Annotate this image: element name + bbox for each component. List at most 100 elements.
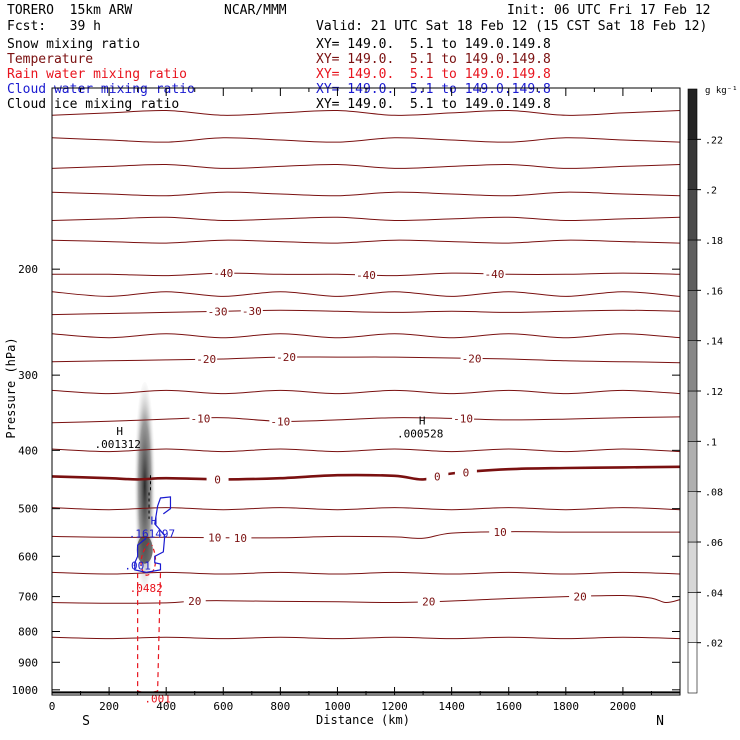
contour-label: 20 [422, 596, 435, 609]
y-tick-label: 300 [18, 369, 38, 382]
x-end-left: S [82, 714, 90, 729]
temperature-contour [51, 291, 681, 297]
contour-label: 20 [188, 595, 201, 608]
contour-label-bg [483, 268, 506, 281]
colorbar-cell [687, 88, 698, 140]
fcst-label: Fcst: 39 h [7, 19, 101, 34]
contour-label: 20 [573, 590, 586, 603]
colorbar-tick-label: .04 [705, 588, 723, 599]
legend-label: Cloud ice mixing ratio [7, 97, 180, 112]
upper-temperature-contour [51, 163, 681, 169]
contour-label-bg [454, 466, 477, 479]
contour-label: 10 [208, 532, 221, 545]
contour-label-bg [229, 531, 252, 544]
colorbar-tick-label: .06 [705, 538, 723, 549]
contour-label-bg [355, 268, 377, 281]
contour-label: -40 [213, 267, 233, 280]
x-tick-label: 1200 [381, 700, 408, 713]
colorbar-tick-label: .22 [705, 135, 723, 146]
contour-label-bg [460, 352, 483, 365]
x-end-right: N [656, 714, 664, 729]
contour-label: -20 [276, 351, 296, 364]
x-tick-label: 800 [270, 700, 290, 713]
max-value-label: .001 [124, 559, 151, 572]
upper-temperature-contour [51, 216, 681, 222]
contour-label: -40 [485, 268, 505, 281]
contour-label-bg [275, 351, 298, 364]
legend-label: Cloud water mixing ratio [7, 82, 195, 97]
max-value-label: .0482 [130, 582, 163, 595]
contour-label-bg [269, 415, 292, 428]
contour-label: 0 [214, 473, 221, 486]
colorbar-cell [687, 541, 698, 593]
valid-label: Valid: 21 UTC Sat 18 Feb 12 (15 CST Sat … [316, 19, 708, 34]
contour-label-bg [212, 267, 235, 280]
temperature-contour [51, 333, 681, 339]
temperature-contour-10 [51, 531, 680, 539]
legend-label: Rain water mixing ratio [7, 67, 188, 82]
contour-label-bg [195, 353, 218, 366]
colorbar-cell [687, 340, 698, 392]
max-value-label: .161497 [129, 527, 175, 540]
contour-label: -20 [196, 353, 216, 366]
contour-label-bg [489, 525, 512, 538]
contour-label-bg [189, 412, 212, 425]
colorbar-tick-label: .18 [705, 236, 723, 247]
x-tick-label: 1800 [553, 700, 580, 713]
temperature-contour-0 [51, 465, 681, 481]
upper-temperature-contour [51, 109, 681, 116]
temperature-contour--20 [51, 356, 681, 364]
colorbar-cell [687, 390, 698, 442]
temperature-contour-20 [51, 594, 681, 604]
temperature-contour [51, 571, 681, 575]
contour-label: -20 [462, 352, 482, 365]
contour-label-bg [206, 473, 229, 486]
y-tick-label: 900 [18, 656, 38, 669]
upper-temperature-contour [51, 137, 681, 143]
contour-label: -40 [356, 269, 376, 282]
y-tick-label: 800 [18, 626, 38, 639]
x-tick-label: 200 [99, 700, 119, 713]
y-tick-label: 700 [18, 591, 38, 604]
temperature-contour [51, 507, 681, 511]
x-tick-label: 1000 [324, 700, 351, 713]
max-value-label: .000528 [397, 427, 443, 440]
upper-temperature-contour [51, 239, 681, 244]
colorbar-tick-label: .14 [705, 337, 723, 348]
contour-label-bg [206, 305, 229, 318]
upper-temperature-contour [51, 191, 681, 197]
contour-label: -30 [208, 305, 228, 318]
contour-label: -10 [453, 413, 473, 426]
contour-label: -10 [190, 412, 210, 425]
colorbar-tick-label: .12 [705, 387, 723, 398]
x-tick-label: 1600 [495, 700, 522, 713]
contour-label-bg [240, 304, 263, 317]
max-value-label: .001 [144, 693, 171, 706]
colorbar-cell [687, 441, 698, 492]
x-tick-label: 2000 [610, 700, 637, 713]
cloud-water-contour [134, 496, 172, 573]
contour-label-bg [452, 412, 475, 425]
legend-xy: XY= 149.0. 5.1 to 149.0.149.8 [316, 67, 551, 82]
max-marker: H [419, 414, 426, 427]
legend-xy: XY= 149.0. 5.1 to 149.0.149.8 [316, 52, 551, 67]
colorbar-cell [687, 189, 698, 241]
colorbar-tick-label: .1 [705, 437, 717, 448]
snow-contour-marks [148, 475, 151, 519]
y-tick-label: 400 [18, 444, 38, 457]
contour-label: 10 [234, 532, 247, 545]
contour-label: -30 [242, 305, 262, 318]
init-label: Init: 06 UTC Fri 17 Feb 12 [507, 3, 711, 18]
y-tick-label: 200 [18, 263, 38, 276]
colorbar-tick-label: .2 [705, 186, 717, 197]
snow-shade-column [133, 382, 156, 614]
contour-label: 0 [463, 466, 470, 479]
colorbar-cell [687, 592, 698, 643]
y-axis-title: Pressure (hPa) [4, 337, 18, 438]
legend-xy: XY= 149.0. 5.1 to 149.0.149.8 [316, 97, 551, 112]
x-axis-title: Distance (km) [316, 713, 410, 727]
contour-label: 0 [434, 470, 441, 483]
